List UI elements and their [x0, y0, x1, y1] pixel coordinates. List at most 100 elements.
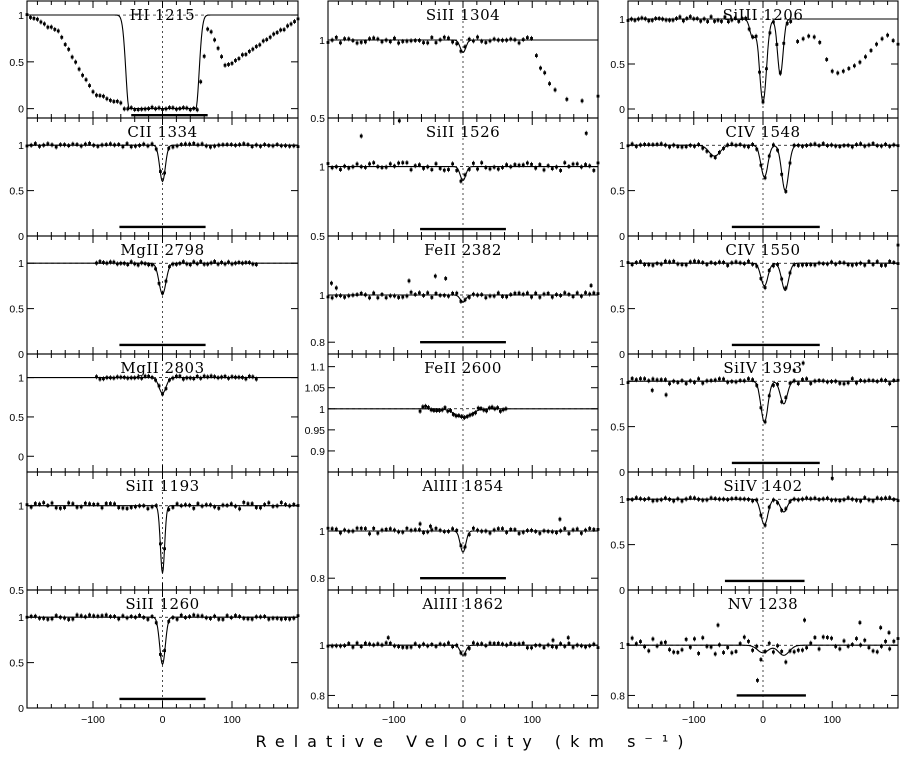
data-point: [480, 293, 484, 297]
y-tick-label: 0.9: [310, 446, 325, 458]
data-point: [372, 643, 376, 647]
data-point: [126, 376, 130, 380]
data-point: [738, 642, 742, 646]
data-point: [867, 260, 871, 263]
data-point: [859, 643, 863, 647]
data-point: [409, 168, 413, 172]
data-point: [63, 506, 66, 509]
data-point: [146, 507, 150, 511]
data-point: [626, 381, 630, 384]
data-point: [330, 38, 334, 42]
data-point: [684, 382, 688, 385]
data-point: [242, 501, 246, 504]
data-point: [244, 53, 248, 56]
data-point: [534, 530, 538, 533]
data-point: [330, 296, 334, 300]
data-point: [657, 17, 661, 20]
data-point: [659, 498, 663, 502]
data-point: [347, 642, 351, 645]
data-point: [803, 618, 806, 622]
data-point: [442, 293, 446, 297]
data-point: [397, 645, 401, 648]
data-point: [171, 106, 175, 110]
data-point: [501, 295, 504, 298]
data-point: [825, 380, 829, 384]
data-point: [376, 642, 380, 646]
data-point: [655, 498, 659, 502]
data-point: [159, 170, 162, 173]
data-point: [709, 379, 713, 382]
data-point: [246, 502, 250, 506]
data-point: [296, 17, 300, 21]
data-point: [530, 163, 533, 166]
data-point: [471, 412, 475, 416]
data-point: [140, 261, 144, 265]
data-point: [163, 171, 166, 175]
data-point: [834, 498, 838, 502]
data-point: [680, 263, 684, 267]
data-point: [25, 13, 29, 17]
data-point: [467, 167, 471, 171]
data-point: [863, 144, 867, 148]
data-point: [296, 614, 300, 618]
data-point: [730, 651, 734, 655]
data-point: [521, 641, 525, 645]
data-point: [168, 265, 171, 269]
data-point: [75, 505, 79, 509]
data-point: [850, 263, 854, 267]
data-point: [651, 263, 655, 267]
data-point: [272, 32, 276, 36]
data-point: [530, 529, 533, 532]
data-point: [684, 497, 688, 501]
data-point: [46, 617, 50, 621]
data-point: [213, 375, 217, 379]
data-point: [129, 106, 133, 110]
data-point: [821, 379, 825, 383]
data-point: [359, 40, 363, 44]
data-point: [680, 379, 684, 383]
data-point: [830, 476, 834, 480]
data-point: [751, 499, 755, 503]
data-point: [471, 292, 475, 296]
x-tick-label: −100: [81, 714, 105, 726]
data-point: [809, 263, 813, 267]
data-point: [429, 408, 433, 412]
data-point: [821, 497, 825, 501]
data-point: [884, 142, 887, 146]
data-point: [223, 262, 227, 266]
data-point: [471, 526, 475, 530]
fit-curve: [328, 39, 598, 54]
data-point: [188, 503, 191, 507]
data-point: [161, 291, 164, 295]
data-point: [788, 381, 792, 385]
data-points: [626, 140, 900, 194]
data-point: [463, 45, 467, 49]
data-point: [104, 143, 108, 147]
data-point: [157, 106, 161, 110]
data-points: [326, 118, 600, 184]
data-point: [292, 616, 296, 620]
data-point: [880, 37, 884, 41]
data-point: [738, 143, 742, 146]
data-point: [755, 498, 759, 502]
data-point: [254, 506, 258, 509]
y-tick-label: 0.5: [9, 57, 24, 69]
data-point: [559, 169, 563, 172]
data-point: [263, 143, 267, 146]
data-point: [796, 648, 800, 652]
data-point: [368, 642, 371, 646]
data-point: [759, 406, 763, 410]
data-point: [467, 295, 471, 299]
data-point: [730, 18, 734, 22]
y-tick-label: 0.8: [310, 690, 325, 702]
data-point: [134, 615, 137, 619]
data-point: [801, 378, 804, 381]
data-point: [521, 163, 525, 167]
data-point: [71, 617, 75, 621]
data-point: [150, 105, 154, 109]
data-point: [92, 502, 96, 506]
data-point: [747, 377, 750, 381]
data-point: [334, 36, 338, 39]
data-point: [217, 506, 221, 510]
data-point: [206, 27, 210, 31]
